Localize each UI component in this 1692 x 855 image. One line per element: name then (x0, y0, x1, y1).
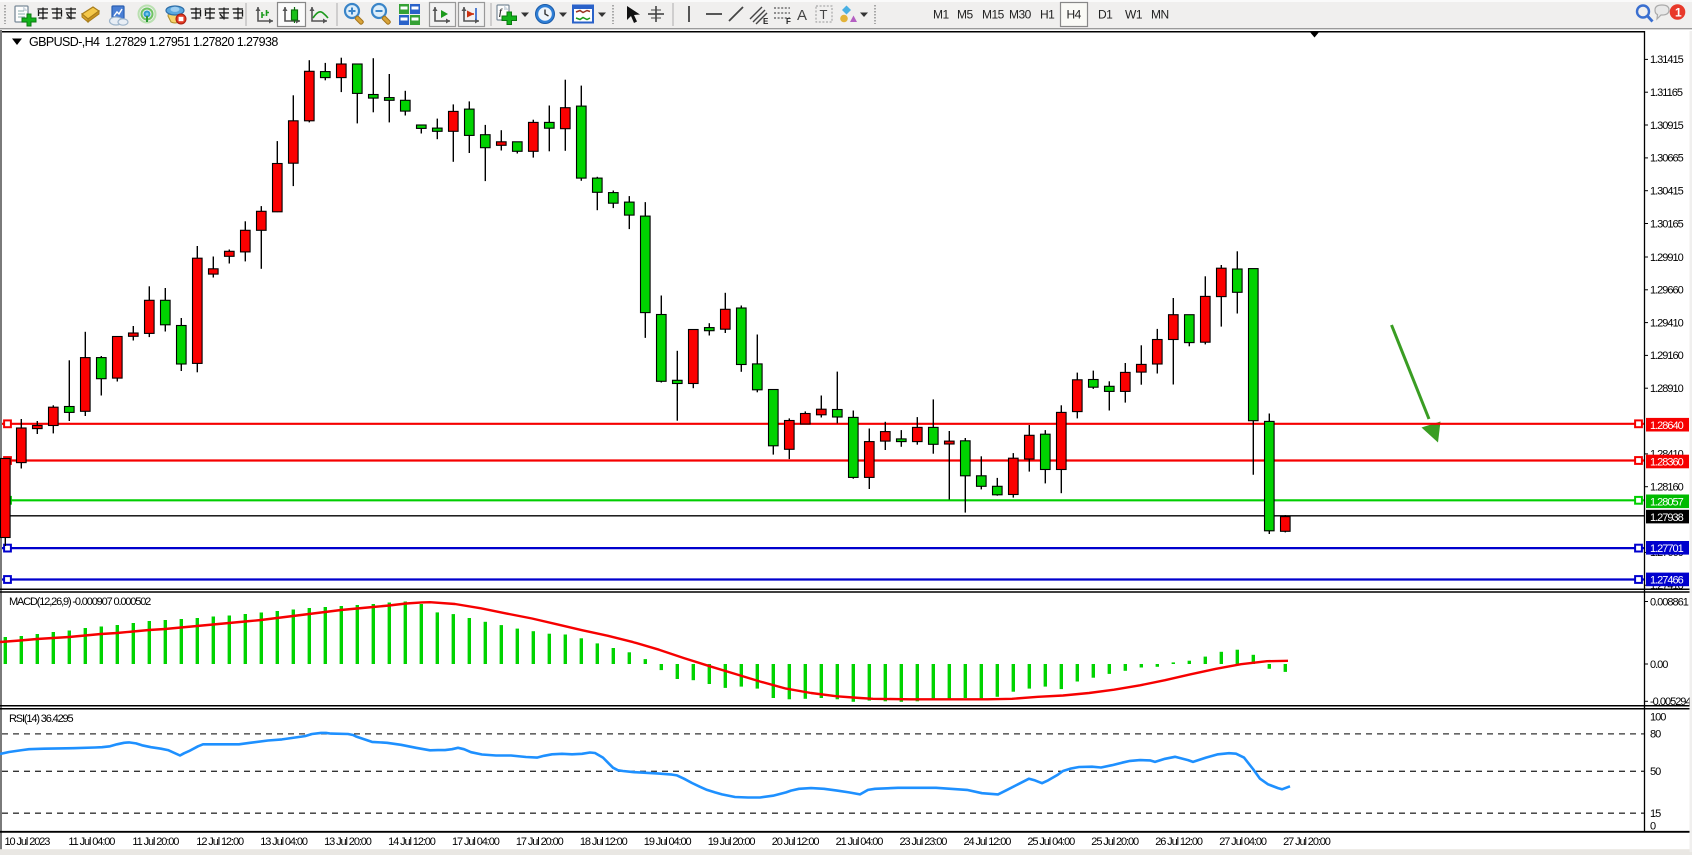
svg-text:1.28160: 1.28160 (1650, 482, 1684, 494)
svg-text:1.29660: 1.29660 (1650, 285, 1684, 297)
svg-text:A: A (797, 7, 807, 24)
svg-text:T: T (820, 7, 828, 22)
svg-text:RSI(14) 36.4295: RSI(14) 36.4295 (9, 713, 73, 725)
svg-text:1.28640: 1.28640 (1650, 420, 1684, 432)
svg-text:1.28360: 1.28360 (1650, 457, 1684, 469)
svg-text:17 Jul 20:00: 17 Jul 20:00 (516, 836, 564, 848)
svg-text:1.31415: 1.31415 (1650, 54, 1684, 66)
svg-text:1.27701: 1.27701 (1650, 543, 1684, 555)
svg-text:1.31165: 1.31165 (1650, 87, 1683, 99)
svg-text:19 Jul 04:00: 19 Jul 04:00 (644, 836, 692, 848)
svg-text:F: F (786, 17, 791, 26)
svg-text:19 Jul 20:00: 19 Jul 20:00 (708, 836, 756, 848)
svg-text:12 Jul 12:00: 12 Jul 12:00 (196, 836, 244, 848)
svg-text:100: 100 (1650, 712, 1666, 724)
svg-text:25 Jul 20:00: 25 Jul 20:00 (1091, 836, 1139, 848)
svg-text:1.28910: 1.28910 (1650, 383, 1684, 395)
svg-text:1.30915: 1.30915 (1650, 120, 1684, 132)
svg-text:13 Jul 20:00: 13 Jul 20:00 (324, 836, 372, 848)
svg-text:17 Jul 04:00: 17 Jul 04:00 (452, 836, 500, 848)
svg-text:27 Jul 04:00: 27 Jul 04:00 (1219, 836, 1267, 848)
svg-text:H1: H1 (1040, 8, 1055, 22)
svg-text:M15: M15 (982, 8, 1005, 22)
svg-text:26 Jul 12:00: 26 Jul 12:00 (1155, 836, 1203, 848)
svg-text:80: 80 (1650, 729, 1661, 741)
svg-text:1.27466: 1.27466 (1650, 575, 1684, 587)
svg-text:M5: M5 (957, 8, 973, 22)
svg-text:0.00: 0.00 (1650, 659, 1668, 671)
svg-text:M1: M1 (933, 8, 949, 22)
svg-text:M30: M30 (1009, 8, 1032, 22)
svg-text:1: 1 (1675, 6, 1682, 20)
svg-text:1.30415: 1.30415 (1650, 186, 1684, 198)
svg-text:13 Jul 04:00: 13 Jul 04:00 (260, 836, 308, 848)
svg-text:20 Jul 12:00: 20 Jul 12:00 (772, 836, 820, 848)
svg-text:21 Jul 04:00: 21 Jul 04:00 (836, 836, 884, 848)
svg-text:1.30165: 1.30165 (1650, 218, 1684, 230)
svg-text:11 Jul 20:00: 11 Jul 20:00 (132, 836, 179, 848)
svg-text:1.27938: 1.27938 (1650, 512, 1684, 524)
svg-text:0.008861: 0.008861 (1650, 596, 1689, 608)
svg-text:MN: MN (1151, 8, 1169, 22)
svg-text:E: E (763, 17, 769, 26)
svg-text:50: 50 (1650, 766, 1661, 778)
svg-text:0: 0 (1650, 820, 1656, 832)
svg-text:10 Jul 2023: 10 Jul 2023 (5, 836, 51, 848)
svg-text:D1: D1 (1098, 8, 1113, 22)
svg-text:GBPUSD-,H4 1.27829 1.27951 1.: GBPUSD-,H4 1.27829 1.27951 1.27820 1.279… (29, 35, 278, 49)
svg-text:1.29410: 1.29410 (1650, 317, 1684, 329)
svg-text:24 Jul 12:00: 24 Jul 12:00 (964, 836, 1012, 848)
svg-text:MACD(12,26,9) -0.000907 0.0005: MACD(12,26,9) -0.000907 0.000502 (9, 596, 151, 608)
svg-text:-0.005294: -0.005294 (1650, 696, 1691, 708)
svg-text:1.28057: 1.28057 (1650, 497, 1684, 509)
svg-text:25 Jul 04:00: 25 Jul 04:00 (1027, 836, 1075, 848)
svg-text:18 Jul 12:00: 18 Jul 12:00 (580, 836, 628, 848)
svg-text:27 Jul 20:00: 27 Jul 20:00 (1283, 836, 1331, 848)
svg-text:15: 15 (1650, 808, 1661, 820)
svg-text:1.30665: 1.30665 (1650, 153, 1684, 165)
svg-text:1.29910: 1.29910 (1650, 252, 1684, 264)
svg-text:23 Jul 23:00: 23 Jul 23:00 (900, 836, 948, 848)
svg-text:W1: W1 (1125, 8, 1143, 22)
svg-text:f: f (499, 7, 503, 17)
svg-text:H4: H4 (1067, 8, 1082, 22)
svg-text:14 Jul 12:00: 14 Jul 12:00 (388, 836, 436, 848)
svg-text:1.29160: 1.29160 (1650, 350, 1684, 362)
svg-text:11 Jul 04:00: 11 Jul 04:00 (68, 836, 115, 848)
